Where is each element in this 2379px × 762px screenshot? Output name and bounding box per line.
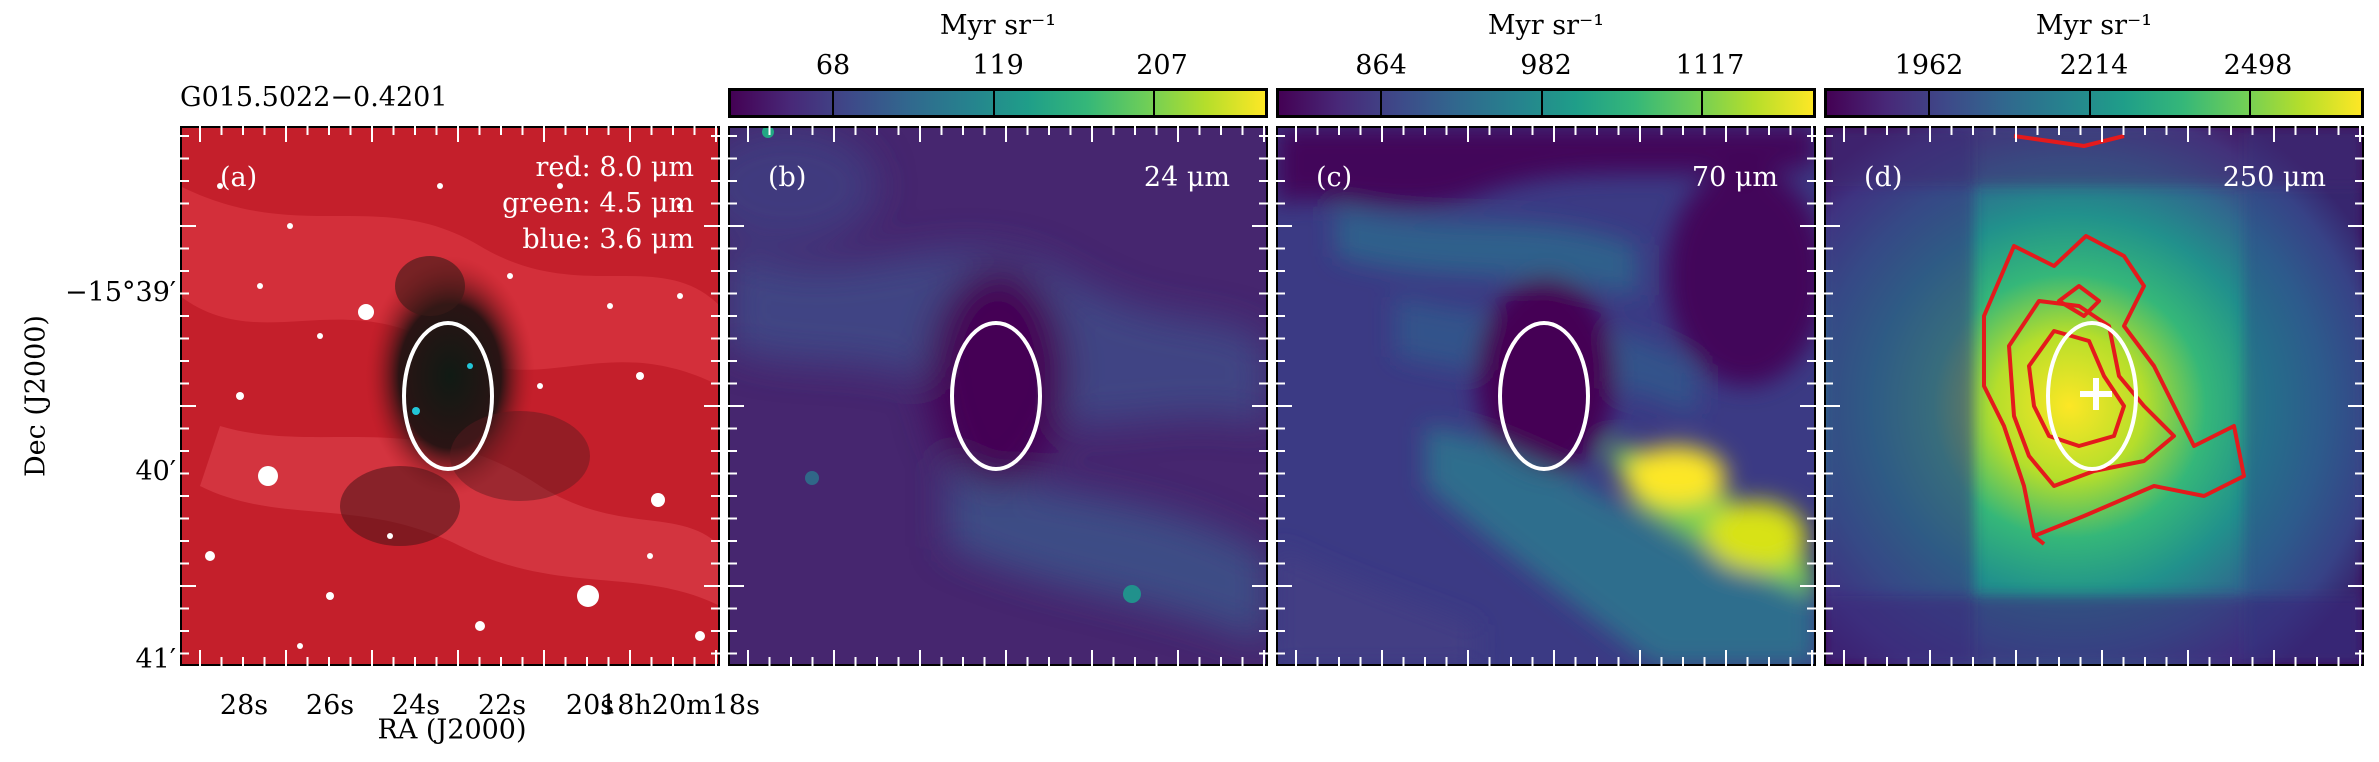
y-axis-label: Dec (J2000) bbox=[20, 315, 52, 477]
colorbar-tick-label: 207 bbox=[1136, 50, 1188, 81]
colorbar-tick-label: 2214 bbox=[2059, 50, 2129, 81]
band-label: 24 μm bbox=[1143, 162, 1230, 193]
contour-line bbox=[2027, 329, 2126, 448]
dec-tick-label: −15°39′ bbox=[65, 277, 176, 308]
contour-line bbox=[2013, 134, 2125, 148]
source-ellipse bbox=[950, 321, 1042, 471]
panel-label: (a) bbox=[220, 162, 258, 193]
contour-line bbox=[1982, 234, 2246, 538]
dec-tick-label: 41′ bbox=[135, 644, 177, 675]
band-legend-green: green: 4.5 μm bbox=[502, 188, 694, 219]
colorbar-tick-label: 982 bbox=[1520, 50, 1572, 81]
colorbar-unit-label: Myr sr⁻¹ bbox=[2035, 10, 2153, 41]
colorbar-b bbox=[728, 88, 1268, 118]
contour-line bbox=[2007, 299, 2176, 488]
x-axis-label: RA (J2000) bbox=[377, 714, 527, 746]
panel-d-250um-image: (d) 250 μm bbox=[1824, 126, 2364, 666]
colorbar-tick-label: 68 bbox=[815, 50, 851, 81]
colorbar-unit-label: Myr sr⁻¹ bbox=[1487, 10, 1605, 41]
source-ellipse bbox=[402, 321, 494, 471]
colorbar-c bbox=[1276, 88, 1816, 118]
panel-label: (b) bbox=[768, 162, 807, 193]
peak-cross-marker bbox=[2080, 378, 2112, 410]
panel-c-70um-image: (c) 70 μm bbox=[1276, 126, 1816, 666]
colorbar-tick-label: 1962 bbox=[1894, 50, 1964, 81]
panel-a-rgb-image: (a) red: 8.0 μm green: 4.5 μm blue: 3.6 … bbox=[180, 126, 720, 666]
colorbar-tick-label: 2498 bbox=[2223, 50, 2293, 81]
ra-tick-label: 26s bbox=[305, 690, 355, 721]
band-legend-blue: blue: 3.6 μm bbox=[522, 224, 694, 255]
ra-tick-label: 22s bbox=[477, 690, 527, 721]
contour-line bbox=[2032, 534, 2046, 546]
colorbar-tick-label: 1117 bbox=[1675, 50, 1745, 81]
source-ellipse bbox=[2046, 321, 2138, 471]
ra-tick-label: 20s bbox=[565, 690, 615, 721]
panel-b-24um-image: (b) 24 μm bbox=[728, 126, 1268, 666]
ra-tick-label: 18h20m18s bbox=[600, 690, 760, 721]
band-label: 250 μm bbox=[2222, 162, 2326, 193]
band-legend-red: red: 8.0 μm bbox=[535, 152, 694, 183]
contour-line bbox=[2057, 284, 2101, 318]
colorbar-tick-label: 119 bbox=[972, 50, 1024, 81]
colorbar-d bbox=[1824, 88, 2364, 118]
panel-label: (d) bbox=[1864, 162, 1903, 193]
colorbar-unit-label: Myr sr⁻¹ bbox=[939, 10, 1057, 41]
dec-tick-label: 40′ bbox=[135, 456, 177, 487]
source-ellipse bbox=[1498, 321, 1590, 471]
ra-tick-label: 24s bbox=[391, 690, 441, 721]
band-label: 70 μm bbox=[1691, 162, 1778, 193]
source-name: G015.5022−0.4201 bbox=[180, 82, 448, 113]
colorbar-tick-label: 864 bbox=[1355, 50, 1407, 81]
panel-label: (c) bbox=[1316, 162, 1353, 193]
ra-tick-label: 28s bbox=[219, 690, 269, 721]
